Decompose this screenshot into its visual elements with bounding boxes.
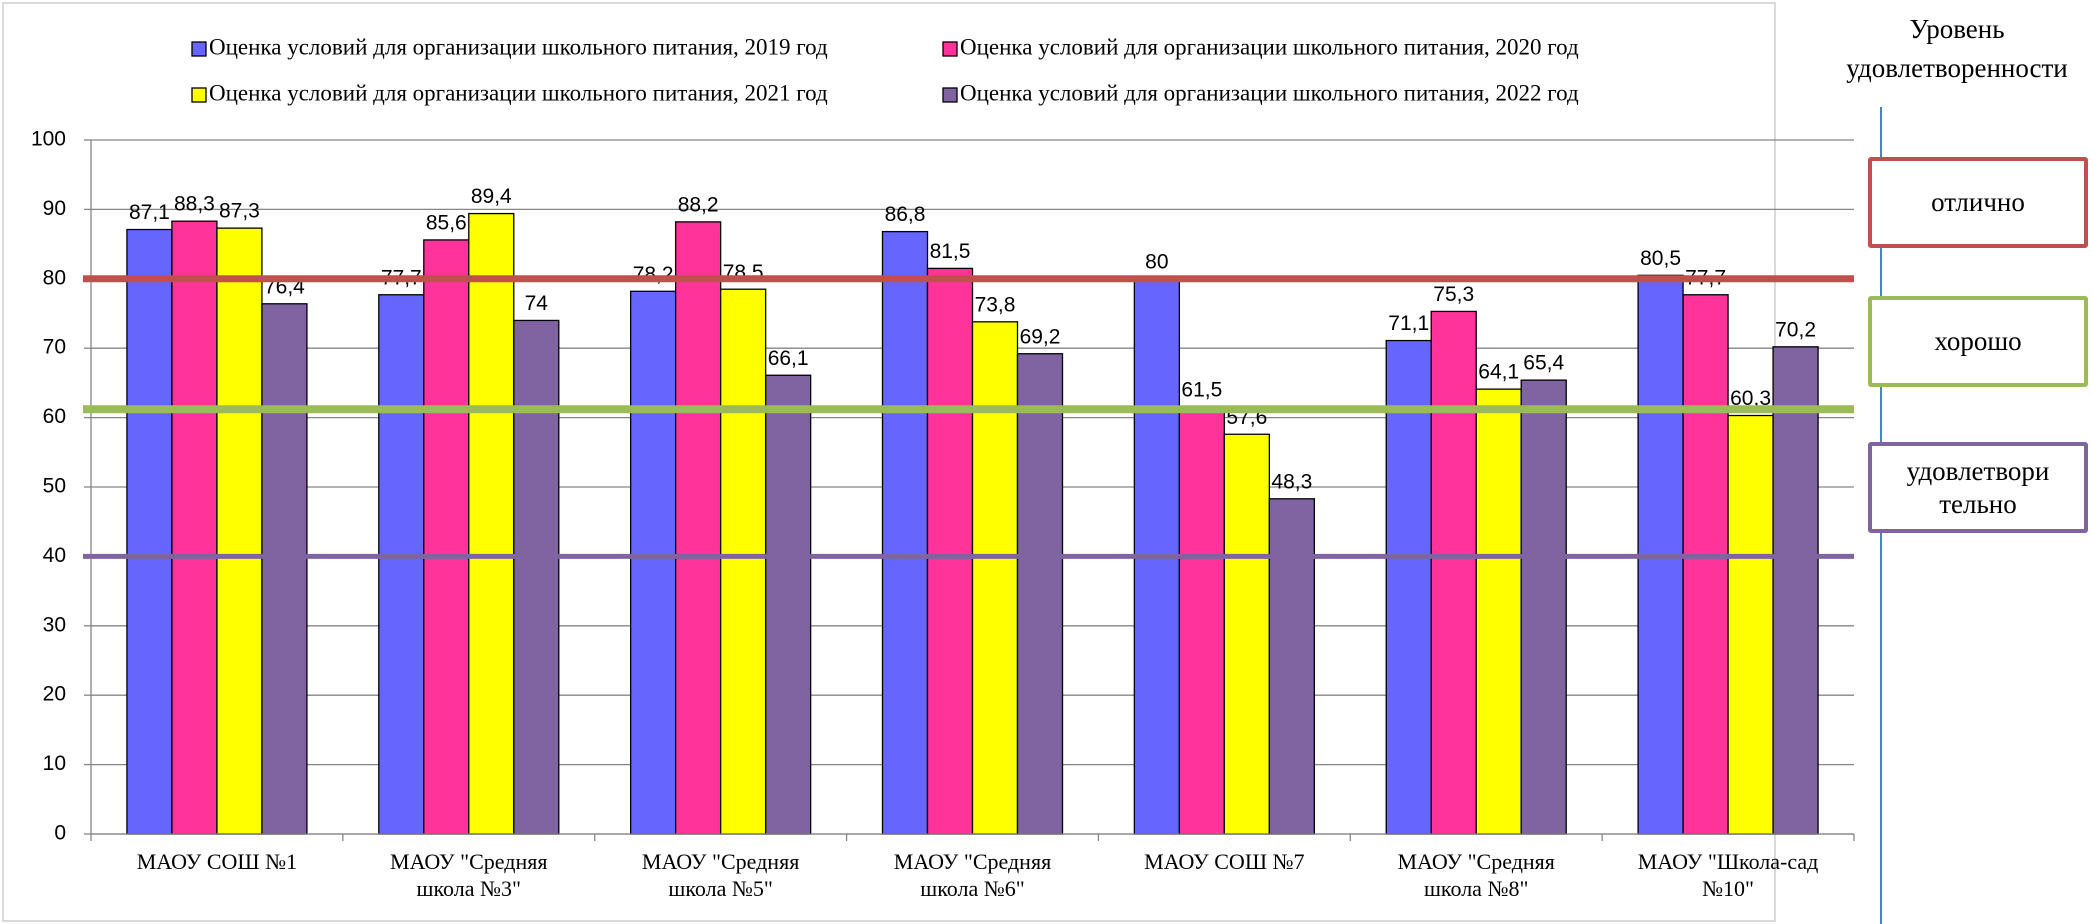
data-label: 87,1 — [129, 201, 170, 224]
data-label: 87,3 — [219, 200, 260, 223]
legend-label: Оценка условий для организации школьного… — [960, 80, 1579, 105]
reference-box: удовлетвори тельно — [1868, 442, 2088, 533]
data-label: 89,4 — [471, 185, 512, 208]
data-label: 80,5 — [1640, 247, 1681, 270]
reference-box: отлично — [1868, 157, 2088, 248]
data-label: 64,1 — [1478, 361, 1519, 384]
bar — [378, 294, 425, 835]
legend-swatch — [942, 41, 958, 57]
bar — [881, 230, 929, 835]
bar — [513, 319, 560, 835]
bar — [1385, 339, 1432, 835]
x-tick-label: МАОУ "Средняя школа №6" — [893, 849, 1052, 901]
data-label: 75,3 — [1433, 283, 1474, 306]
x-tick-label: МАОУ СОШ №7 — [1144, 849, 1305, 874]
x-tick-label: МАОУ "Средняя школа №8" — [1397, 849, 1555, 901]
reference-box: хорошо — [1868, 296, 2088, 387]
bar — [126, 228, 173, 835]
data-label: 85,6 — [426, 211, 467, 234]
bar — [468, 212, 515, 835]
data-label: 71,1 — [1388, 312, 1429, 335]
legend-swatch — [191, 41, 207, 57]
y-tick-label: 80 — [43, 266, 66, 289]
data-label: 80 — [1145, 250, 1168, 273]
bar — [1520, 379, 1567, 835]
bar — [719, 288, 767, 835]
x-tick-label: МАОУ "Средняя школа №3" — [390, 849, 548, 901]
y-tick-label: 30 — [43, 613, 66, 636]
y-tick-label: 0 — [54, 822, 66, 845]
bar — [216, 227, 263, 835]
data-label: 48,3 — [1271, 470, 1312, 493]
y-tick-label: 50 — [43, 475, 66, 498]
bar — [764, 374, 812, 835]
legend-swatch — [942, 87, 958, 103]
data-label: 86,8 — [885, 203, 926, 226]
data-label: 88,3 — [174, 193, 215, 216]
y-tick-label: 100 — [31, 128, 66, 151]
x-tick-label: МАОУ "Средняя школа №5" — [641, 849, 800, 901]
bar — [1178, 406, 1226, 835]
bar — [1016, 353, 1064, 835]
bar — [171, 220, 218, 835]
bar — [423, 239, 470, 835]
data-label: 73,8 — [975, 293, 1016, 316]
bar — [1268, 498, 1316, 835]
bar — [1772, 346, 1819, 835]
x-tick-label: МАОУ СОШ №1 — [136, 849, 298, 874]
data-label: 78,2 — [633, 263, 674, 286]
bar — [1475, 388, 1522, 835]
data-label: 65,4 — [1523, 352, 1564, 375]
legend-label: Оценка условий для организации школьного… — [960, 34, 1579, 59]
x-tick-label: МАОУ "Школа-сад №10" — [1637, 849, 1819, 901]
bar — [1223, 433, 1271, 835]
bar — [674, 221, 722, 835]
bar — [1430, 310, 1477, 835]
data-label: 60,3 — [1730, 387, 1771, 410]
y-tick-label: 20 — [43, 683, 66, 706]
bar — [261, 303, 308, 835]
reference-title: Уровень удовлетворенности — [1846, 14, 2068, 83]
legend-swatch — [191, 87, 207, 103]
y-tick-label: 70 — [43, 336, 66, 359]
bar — [1727, 414, 1774, 835]
bar — [971, 321, 1019, 835]
legend-label: Оценка условий для организации школьного… — [209, 34, 828, 59]
data-label: 61,5 — [1181, 379, 1222, 402]
data-label: 70,2 — [1775, 318, 1816, 341]
data-label: 74 — [525, 292, 549, 315]
y-tick-label: 90 — [43, 197, 66, 220]
bar — [926, 267, 974, 835]
y-tick-label: 10 — [43, 752, 66, 775]
data-label: 81,5 — [930, 240, 971, 263]
bar — [629, 290, 677, 835]
legend-label: Оценка условий для организации школьного… — [209, 80, 828, 105]
bar — [1682, 294, 1729, 835]
data-label: 66,1 — [768, 347, 809, 370]
y-tick-label: 60 — [43, 405, 66, 428]
y-tick-label: 40 — [43, 544, 66, 567]
data-label: 88,2 — [678, 193, 719, 216]
data-label: 69,2 — [1020, 325, 1061, 348]
